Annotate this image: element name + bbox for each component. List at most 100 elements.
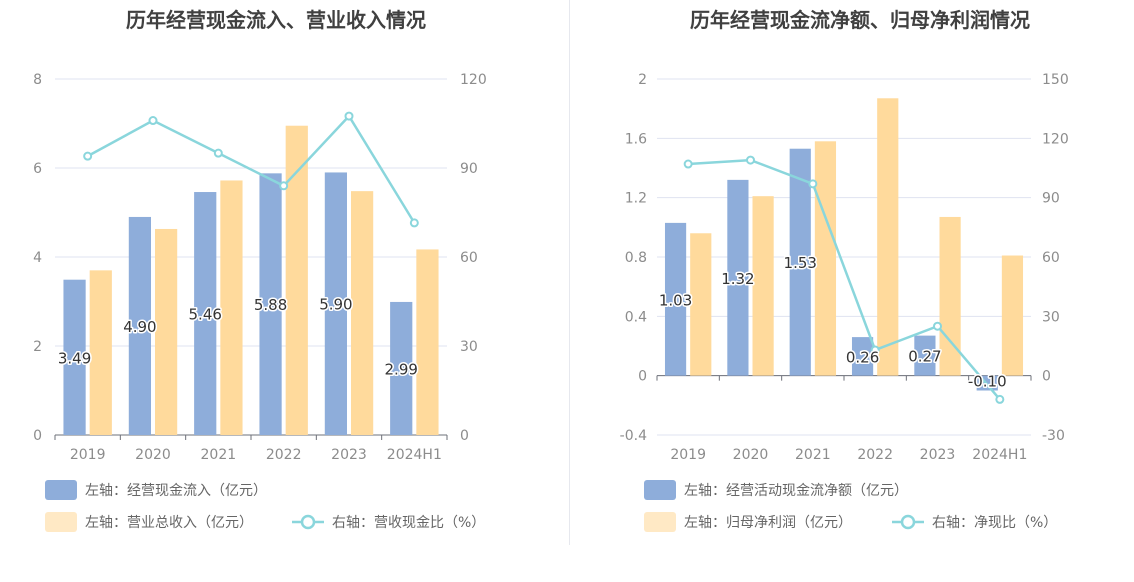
x-axis-tick-label: 2020 xyxy=(733,447,769,463)
legend-label: 右轴：营收现金比（%） xyxy=(332,515,485,531)
bar-secondary xyxy=(1001,255,1024,376)
ratio-point xyxy=(808,179,818,189)
right-axis-tick-label: 30 xyxy=(460,339,478,355)
net-cashflow-profit-chart: 历年经营现金流净额、归母净利润情况 -0.4 -30 0 0 0.4 30 0.8 60 1.2… xyxy=(620,8,1069,532)
left-axis-tick-label: 1.6 xyxy=(625,131,647,147)
right-axis-tick-label: 60 xyxy=(460,250,478,266)
panel-divider xyxy=(569,0,570,545)
left-axis-tick-label: 0 xyxy=(638,369,647,385)
right-axis-tick-label: 150 xyxy=(1042,72,1069,88)
ratio-point xyxy=(213,148,223,158)
left-axis-tick-label: 2 xyxy=(638,72,647,88)
legend-swatch-inflow xyxy=(644,480,676,500)
bar-value-label: 5.90 xyxy=(319,296,352,314)
ratio-point xyxy=(148,116,158,126)
bar-secondary xyxy=(939,216,961,376)
right-axis-tick-label: 30 xyxy=(1042,309,1060,325)
ratio-line xyxy=(87,114,416,224)
x-axis-tick-label: 2021 xyxy=(201,447,237,463)
cash-inflow-revenue-chart: 历年经营现金流入、营业收入情况 0 0 2 30 4 60 6 90 8 120 2019 2020 2… xyxy=(33,8,487,532)
bar-primary xyxy=(194,192,217,435)
x-axis-tick-label: 2019 xyxy=(70,447,106,463)
left-axis-tick-label: 4 xyxy=(33,250,42,266)
left-axis-tick-label: 2 xyxy=(33,339,42,355)
legend-label: 左轴：营业总收入（亿元） xyxy=(85,515,253,531)
ratio-point xyxy=(279,181,289,191)
right-axis-tick-label: -30 xyxy=(1042,428,1065,444)
bar-value-label: 2.99 xyxy=(385,360,418,378)
bar-primary xyxy=(390,301,413,435)
x-axis-tick-label: 2022 xyxy=(266,447,302,463)
bar-value-label: 1.03 xyxy=(659,291,692,309)
chart-title: 历年经营现金流入、营业收入情况 xyxy=(126,8,426,32)
right-axis-tick-label: 90 xyxy=(460,161,478,177)
bar-primary xyxy=(914,335,936,376)
bar-value-label: 5.46 xyxy=(189,306,222,324)
ratio-point xyxy=(746,155,755,165)
bar-primary xyxy=(63,279,86,435)
legend-label: 右轴：净现比（%） xyxy=(932,515,1057,531)
bar-secondary xyxy=(877,98,899,376)
bar-secondary xyxy=(690,233,712,376)
right-axis-tick-label: 120 xyxy=(1042,131,1069,147)
bar-primary xyxy=(259,173,282,435)
bar-primary xyxy=(664,222,687,376)
bar-primary xyxy=(128,216,151,435)
bar-value-label: 4.90 xyxy=(123,318,156,336)
bar-secondary xyxy=(89,270,112,435)
ratio-point xyxy=(83,151,93,161)
bar-secondary xyxy=(351,191,374,435)
ratio-point xyxy=(933,321,942,331)
x-axis-tick-label: 2022 xyxy=(857,447,893,463)
bar-secondary xyxy=(814,141,837,376)
legend-line-marker xyxy=(900,514,916,530)
bar-value-label: 0.27 xyxy=(908,348,941,366)
ratio-point xyxy=(683,159,693,169)
left-axis-tick-label: 0.4 xyxy=(625,309,647,325)
legend-line-marker xyxy=(300,514,316,530)
left-axis-tick-label: 0.8 xyxy=(625,250,647,266)
bar-primary xyxy=(324,172,347,435)
ratio-point xyxy=(344,111,354,121)
x-axis-tick-label: 2024H1 xyxy=(972,447,1027,463)
bar-value-label: 1.32 xyxy=(721,270,754,288)
right-axis-tick-label: 90 xyxy=(1042,191,1060,207)
ratio-point xyxy=(409,218,419,228)
bar-primary xyxy=(789,148,811,376)
x-axis-tick-label: 2023 xyxy=(331,447,367,463)
legend-swatch-revenue xyxy=(644,512,676,532)
legend-swatch-revenue xyxy=(45,512,77,532)
bar-primary xyxy=(727,179,749,376)
left-axis-tick-label: -0.4 xyxy=(620,428,647,444)
bar-secondary xyxy=(285,125,308,435)
right-axis-tick-label: 60 xyxy=(1042,250,1060,266)
right-axis-tick-label: 120 xyxy=(460,72,487,88)
legend-label: 左轴：经营活动现金流净额（亿元） xyxy=(684,483,908,499)
bar-value-label: 5.88 xyxy=(254,296,287,314)
x-axis-tick-label: 2023 xyxy=(920,447,956,463)
bar-secondary xyxy=(155,228,178,435)
x-axis-tick-label: 2021 xyxy=(795,447,831,463)
x-axis-tick-label: 2024H1 xyxy=(387,447,442,463)
bar-primary xyxy=(851,337,874,376)
bar-secondary xyxy=(416,249,439,435)
ratio-point xyxy=(870,345,880,355)
left-axis-tick-label: 6 xyxy=(33,161,42,177)
chart-title: 历年经营现金流净额、归母净利润情况 xyxy=(690,8,1030,32)
x-axis-tick-label: 2019 xyxy=(670,447,706,463)
ratio-point xyxy=(995,394,1005,404)
bar-value-label: 0.26 xyxy=(846,348,879,366)
left-axis-tick-label: 8 xyxy=(33,72,42,88)
right-axis-tick-label: 0 xyxy=(460,428,469,444)
left-axis-tick-label: 1.2 xyxy=(625,191,647,207)
bar-value-label: 1.53 xyxy=(784,254,817,272)
bar-value-label: -0.10 xyxy=(968,373,1007,391)
bar-secondary xyxy=(752,196,774,376)
ratio-line xyxy=(688,158,1001,401)
legend-label: 左轴：归母净利润（亿元） xyxy=(684,514,852,531)
bar-value-label: 3.49 xyxy=(58,349,91,367)
bar-secondary xyxy=(220,180,243,435)
x-axis-tick-label: 2020 xyxy=(135,447,171,463)
legend-label: 左轴：经营现金流入（亿元） xyxy=(85,483,267,499)
